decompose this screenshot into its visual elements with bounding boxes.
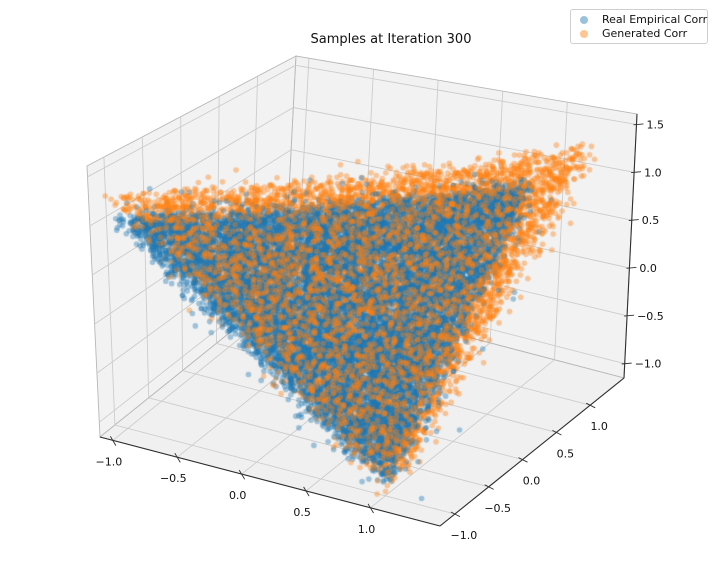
legend-marker-generated-icon — [580, 29, 588, 38]
legend: Real Empirical Corr Generated Corr — [570, 9, 708, 44]
legend-label-generated: Generated Corr — [602, 27, 688, 40]
legend-item-generated: Generated Corr — [580, 27, 707, 41]
legend-item-real-empirical: Real Empirical Corr — [580, 13, 707, 27]
legend-label-real-empirical: Real Empirical Corr — [602, 13, 708, 26]
legend-marker-real-empirical-icon — [580, 15, 588, 24]
chart-title: Samples at Iteration 300 — [310, 32, 472, 47]
